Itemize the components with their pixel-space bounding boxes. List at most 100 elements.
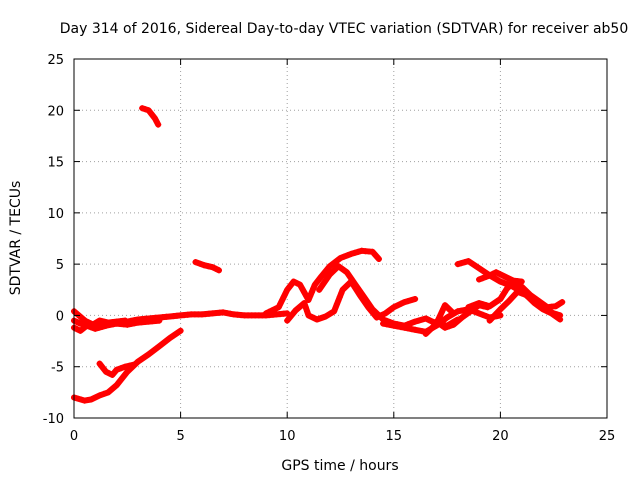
- data-point: [77, 320, 84, 327]
- data-point: [518, 290, 525, 297]
- data-point: [479, 311, 486, 318]
- data-point: [337, 255, 344, 261]
- x-tick-label: 15: [386, 429, 403, 444]
- data-point: [367, 303, 374, 310]
- data-point: [450, 310, 457, 317]
- data-point: [284, 317, 291, 324]
- data-point: [310, 285, 317, 292]
- data-point: [469, 260, 475, 267]
- data-point: [333, 301, 340, 308]
- data-point: [100, 390, 107, 397]
- data-point: [354, 284, 361, 291]
- y-tick-label: 5: [56, 258, 64, 273]
- data-point: [499, 292, 506, 299]
- data-point: [483, 273, 490, 280]
- data-point: [397, 300, 404, 307]
- data-point: [476, 300, 483, 307]
- data-point: [408, 320, 415, 326]
- y-tick-label: -5: [51, 361, 64, 376]
- data-point: [74, 326, 81, 333]
- data-point: [324, 266, 330, 273]
- data-point: [489, 270, 496, 277]
- data-point: [343, 269, 350, 276]
- data-point: [135, 358, 141, 365]
- data-point: [138, 356, 145, 363]
- data-point: [326, 310, 333, 317]
- data-point: [280, 293, 287, 300]
- data-point: [469, 302, 475, 309]
- data-point: [390, 304, 397, 311]
- data-point: [113, 366, 120, 373]
- data-point: [74, 395, 81, 402]
- data-point: [490, 300, 497, 307]
- series-night-hook: [96, 360, 137, 378]
- data-point: [122, 317, 129, 324]
- data-point: [177, 327, 184, 334]
- data-point: [117, 365, 124, 372]
- data-point: [351, 249, 358, 256]
- data-point: [149, 348, 156, 355]
- data-point: [324, 274, 331, 281]
- data-point: [307, 293, 314, 300]
- data-point: [518, 278, 525, 285]
- data-point: [341, 253, 348, 260]
- data-point: [212, 265, 219, 272]
- y-tick-label: 10: [47, 207, 64, 222]
- data-point: [201, 262, 208, 269]
- data-point: [88, 396, 95, 403]
- series-night-arc: [71, 327, 184, 404]
- data-point: [316, 286, 323, 293]
- data-point: [308, 289, 315, 296]
- data-point: [497, 296, 504, 302]
- data-point: [372, 252, 379, 259]
- data-point: [318, 283, 325, 290]
- data-point: [557, 316, 564, 323]
- data-point: [156, 317, 163, 324]
- data-point: [511, 291, 518, 298]
- series-high-segment: [139, 105, 162, 128]
- data-point: [335, 297, 342, 304]
- data-point: [322, 277, 329, 284]
- data-point: [493, 298, 500, 305]
- y-tick-label: 25: [47, 53, 64, 68]
- data-point: [92, 325, 99, 332]
- series-mid-segment: [192, 259, 222, 274]
- data-point: [113, 382, 120, 389]
- data-point: [408, 297, 415, 303]
- data-point: [454, 261, 461, 268]
- data-point: [314, 316, 320, 323]
- data-point: [505, 298, 512, 305]
- plot-frame: [73, 58, 608, 419]
- data-point: [355, 248, 362, 255]
- data-point: [444, 314, 451, 321]
- data-point: [493, 269, 500, 276]
- data-point: [139, 105, 146, 112]
- data-point: [476, 265, 483, 272]
- data-point: [309, 314, 316, 321]
- data-point: [476, 276, 483, 283]
- series-day-trace-b: [284, 278, 419, 324]
- data-point: [556, 301, 562, 308]
- data-point: [299, 285, 306, 292]
- data-point: [275, 304, 282, 311]
- data-point: [508, 295, 515, 301]
- data-point: [401, 299, 408, 306]
- data-point: [497, 306, 504, 313]
- data-point: [525, 294, 532, 301]
- data-point: [501, 279, 507, 286]
- data-point: [346, 272, 352, 279]
- data-point: [465, 258, 472, 265]
- series-day-trace-e: [422, 302, 457, 337]
- data-point: [329, 268, 336, 275]
- data-point: [216, 267, 222, 274]
- data-point: [438, 309, 445, 316]
- data-point: [440, 305, 447, 312]
- data-point: [348, 275, 355, 282]
- data-point: [486, 303, 493, 310]
- data-point: [412, 318, 419, 325]
- data-point: [77, 327, 84, 334]
- data-point: [501, 289, 508, 296]
- data-point: [92, 394, 99, 401]
- data-point: [262, 310, 269, 317]
